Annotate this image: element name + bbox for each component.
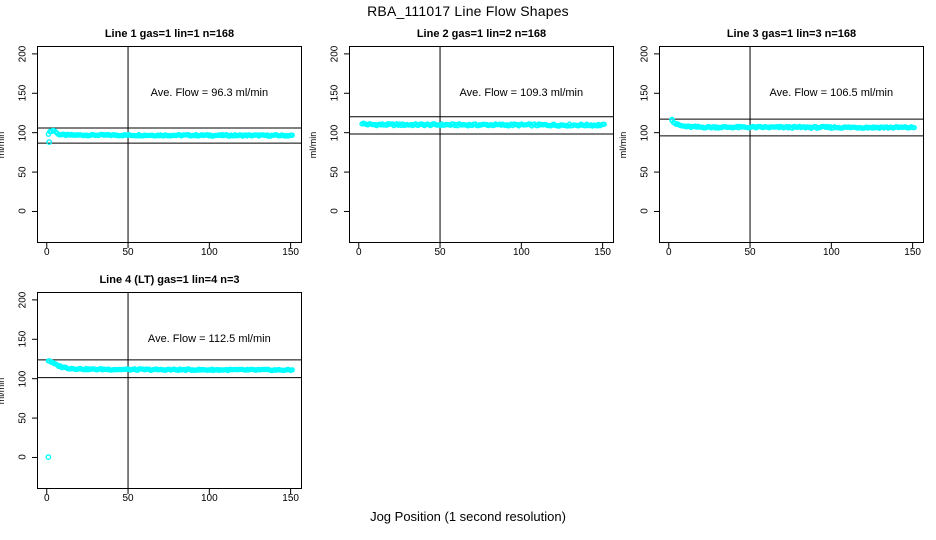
plot-box — [349, 46, 614, 243]
y-axis-label: ml/min — [0, 131, 6, 158]
flow-points — [359, 120, 607, 129]
plot-area — [32, 46, 302, 248]
plot-box — [659, 46, 924, 243]
y-tick-label: 50 — [639, 166, 651, 178]
y-tick-label: 200 — [639, 45, 651, 63]
y-tick-label: 50 — [17, 412, 29, 424]
main-title: RBA_111017 Line Flow Shapes — [367, 3, 569, 19]
y-tick-label: 100 — [329, 124, 341, 142]
y-tick-label: 150 — [639, 84, 651, 102]
y-tick-label: 100 — [639, 124, 651, 142]
x-tick-label: 0 — [43, 493, 50, 504]
x-tick-label: 50 — [122, 247, 134, 258]
y-tick-label: 150 — [329, 84, 341, 102]
x-tick-label: 100 — [200, 247, 218, 258]
flow-points — [45, 358, 295, 461]
ave-flow-annotation: Ave. Flow = 106.5 ml/min — [769, 87, 894, 100]
panel-title: Line 3 gas=1 lin=3 n=168 — [726, 28, 857, 40]
y-tick-label: 150 — [17, 84, 29, 102]
plot-area — [344, 46, 614, 248]
x-tick-label: 100 — [822, 247, 840, 258]
plot-area — [32, 292, 302, 494]
y-tick-label: 100 — [17, 370, 29, 388]
y-tick-label: 50 — [329, 166, 341, 178]
panel-line-3: Line 3 gas=1 lin=3 n=168 ml/min Ave. Flo… — [618, 28, 924, 258]
x-tick-label: 50 — [744, 247, 756, 258]
y-tick-label: 0 — [639, 208, 651, 215]
panel-title: Line 2 gas=1 lin=2 n=168 — [416, 28, 547, 40]
x-tick-label: 0 — [43, 247, 50, 258]
y-tick-label: 150 — [17, 330, 29, 348]
x-tick-label: 150 — [594, 247, 611, 258]
y-axis-label: ml/min — [308, 131, 318, 158]
x-tick-label: 150 — [282, 247, 299, 258]
x-tick-label: 0 — [355, 247, 362, 258]
y-tick-label: 200 — [17, 45, 29, 63]
y-axis-label: ml/min — [0, 377, 6, 404]
ave-flow-annotation: Ave. Flow = 112.5 ml/min — [147, 333, 271, 346]
y-tick-label: 0 — [17, 208, 29, 215]
panel-title: Line 1 gas=1 lin=1 n=168 — [104, 28, 235, 40]
x-tick-label: 150 — [904, 247, 921, 258]
y-tick-label: 50 — [17, 166, 29, 178]
panel-title: Line 4 (LT) gas=1 lin=4 n=3 — [99, 274, 240, 286]
y-tick-label: 100 — [17, 124, 29, 142]
x-tick-label: 0 — [665, 247, 672, 258]
y-tick-label: 0 — [329, 208, 341, 215]
x-tick-label: 50 — [122, 493, 134, 504]
plot-box — [37, 46, 302, 243]
x-axis-label: Jog Position (1 second resolution) — [370, 509, 566, 524]
ave-flow-annotation: Ave. Flow = 109.3 ml/min — [459, 87, 584, 100]
y-tick-label: 200 — [17, 291, 29, 309]
x-tick-label: 100 — [512, 247, 530, 258]
flow-points — [45, 127, 295, 146]
y-tick-label: 200 — [329, 45, 341, 63]
y-axis-label: ml/min — [618, 131, 628, 158]
panel-line-4: Line 4 (LT) gas=1 lin=4 n=3 ml/min Ave. … — [0, 274, 302, 504]
plot-box — [37, 292, 302, 489]
x-tick-label: 100 — [200, 493, 218, 504]
y-tick-label: 0 — [17, 454, 29, 461]
ave-flow-annotation: Ave. Flow = 96.3 ml/min — [150, 87, 269, 100]
x-tick-label: 50 — [434, 247, 446, 258]
panel-line-1: Line 1 gas=1 lin=1 n=168 ml/min Ave. Flo… — [0, 28, 302, 258]
x-tick-label: 150 — [282, 493, 299, 504]
plot-area — [654, 46, 924, 248]
flow-points — [669, 116, 917, 131]
panel-line-2: Line 2 gas=1 lin=2 n=168 ml/min Ave. Flo… — [308, 28, 614, 258]
